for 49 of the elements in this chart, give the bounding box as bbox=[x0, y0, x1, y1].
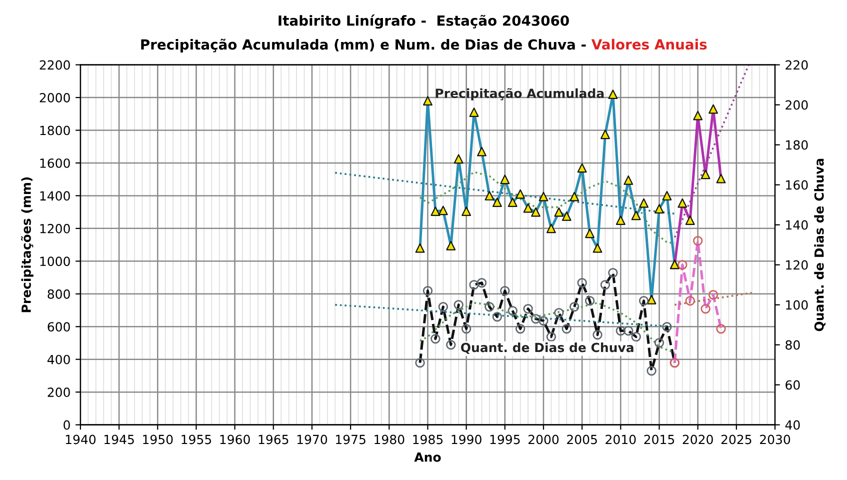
x-tick-label: 1985 bbox=[413, 434, 443, 444]
x-tick-label: 1970 bbox=[297, 434, 328, 444]
y-tick-label: 2000 bbox=[40, 93, 70, 102]
x-tick-label: 2030 bbox=[760, 434, 790, 444]
y2-tick-label: 60 bbox=[786, 380, 800, 390]
x-tick-label: 1960 bbox=[220, 434, 250, 444]
x-tick-label: 1945 bbox=[104, 434, 134, 444]
y2-tick-label: 160 bbox=[786, 180, 808, 190]
x-tick-label: 2015 bbox=[644, 434, 674, 444]
x-tick-label: 1955 bbox=[182, 434, 212, 444]
x-tick-label: 2000 bbox=[528, 434, 559, 444]
y-tick-label: 1200 bbox=[40, 224, 70, 234]
y2-tick-label: 200 bbox=[786, 100, 808, 110]
x-tick-label: 1995 bbox=[490, 434, 520, 444]
y2-tick-label: 220 bbox=[786, 60, 808, 70]
x-tick-label: 1965 bbox=[258, 434, 288, 444]
y-tick-label: 1600 bbox=[40, 158, 70, 168]
chart-subtitle: Precipitação Acumulada (mm) e Num. de Dias de Chuva - bbox=[141, 38, 586, 52]
x-tick-label: 1940 bbox=[66, 434, 96, 444]
y2-tick-label: 100 bbox=[786, 300, 808, 310]
x-tick-label: 1980 bbox=[374, 434, 404, 444]
y-tick-label: 0 bbox=[64, 420, 70, 430]
x-axis-title: Ano bbox=[414, 452, 441, 462]
y-tick-label: 2200 bbox=[40, 60, 70, 70]
y2-tick-label: 140 bbox=[786, 220, 808, 230]
text: Valores Anuais bbox=[591, 38, 707, 50]
y-tick-label: 600 bbox=[48, 322, 70, 332]
x-tick-label: 2020 bbox=[682, 434, 713, 444]
y2-tick-label: 180 bbox=[786, 140, 808, 150]
series-label: Precipitação Acumulada bbox=[436, 88, 604, 100]
y-tick-label: 1400 bbox=[40, 191, 70, 201]
y-tick-label: 800 bbox=[48, 289, 70, 299]
y-tick-label: 1000 bbox=[40, 256, 70, 266]
y2-tick-label: 40 bbox=[785, 420, 800, 430]
y-tick-label: 400 bbox=[47, 354, 70, 364]
y2-tick-label: 120 bbox=[786, 260, 808, 270]
chart-title: Itabirito Linígrafo - Estação 2043060 bbox=[278, 14, 569, 29]
y-tick-label: 200 bbox=[48, 388, 70, 397]
y2-tick-label: 80 bbox=[786, 340, 800, 350]
x-tick-label: 1990 bbox=[452, 434, 482, 444]
y2-axis-title: Quant. de Dias de Chuva bbox=[814, 158, 826, 332]
y-tick-label: 1800 bbox=[40, 126, 70, 136]
x-tick-label: 1950 bbox=[143, 434, 173, 444]
x-tick-label: 2025 bbox=[721, 434, 752, 444]
x-tick-label: 2005 bbox=[567, 434, 597, 444]
y-axis-title: Precipitações (mm) bbox=[21, 177, 34, 312]
series-label: Quant. de Dias de Chuva bbox=[461, 342, 634, 354]
x-tick-label: 2010 bbox=[606, 434, 636, 444]
x-tick-label: 1975 bbox=[336, 434, 366, 444]
